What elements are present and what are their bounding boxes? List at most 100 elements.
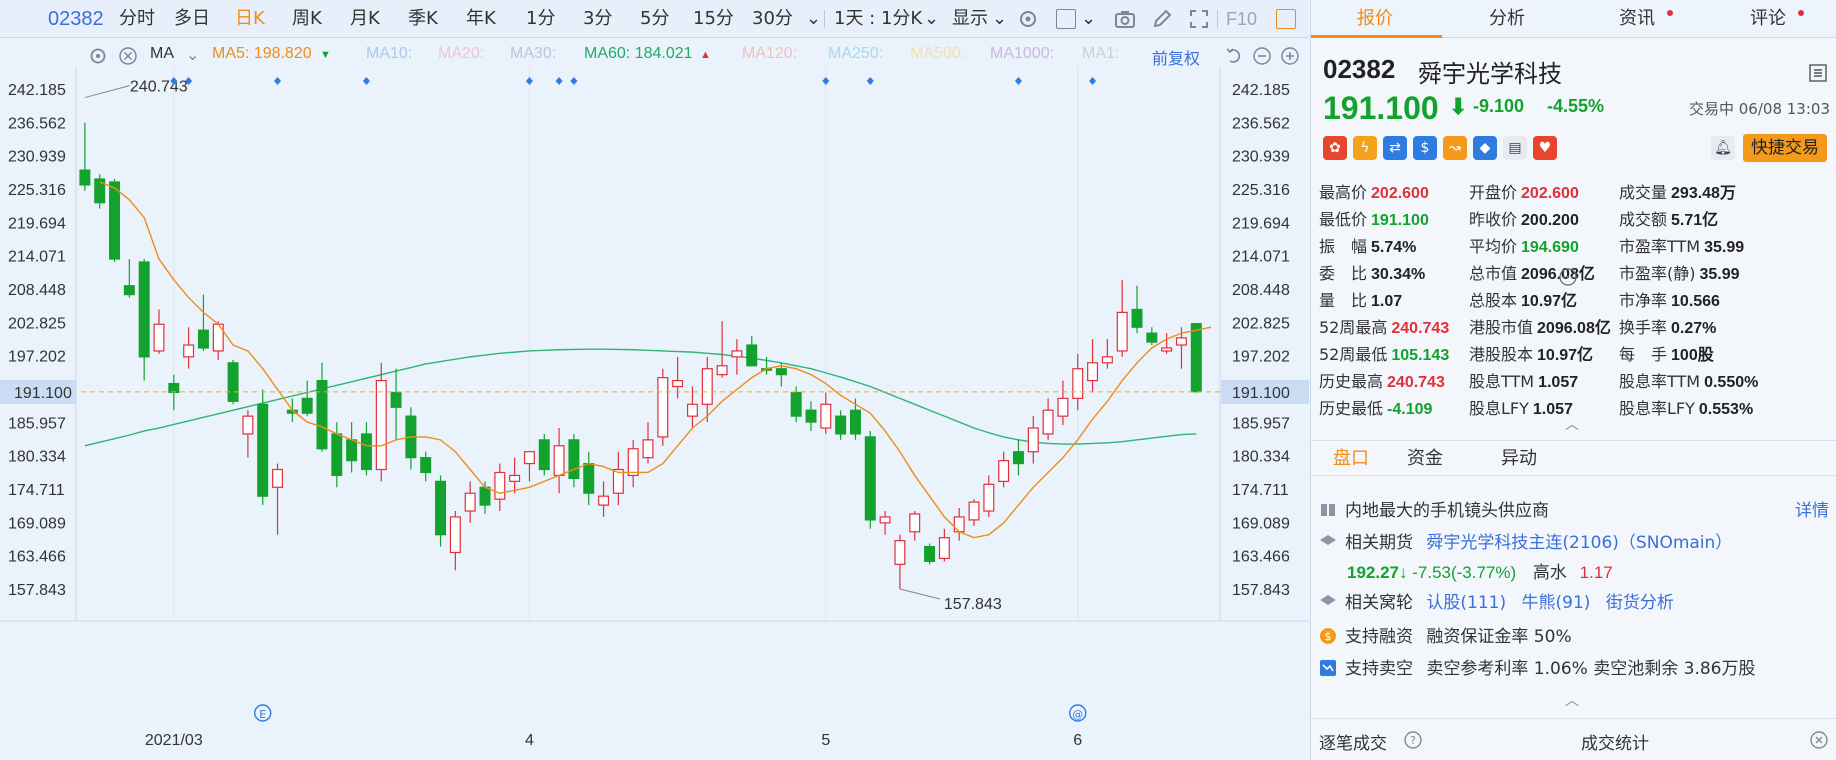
- candle-body: [849, 409, 861, 435]
- y-tick-label-right: 219.694: [1232, 215, 1290, 232]
- svg-text:$: $: [1325, 630, 1332, 643]
- tab-week-k[interactable]: 周K: [292, 8, 322, 29]
- tab-1min[interactable]: 1分: [526, 8, 556, 29]
- layers-icon: [1320, 595, 1336, 605]
- event-circle-icon: [254, 704, 272, 722]
- y-tick-label-left: 214.071: [8, 249, 66, 266]
- quick-trade-button[interactable]: 快捷交易: [1743, 134, 1827, 162]
- candle-body: [390, 391, 402, 408]
- tab-quarter-k[interactable]: 季K: [408, 8, 438, 29]
- candle-down: [435, 475, 447, 547]
- subtab-capital[interactable]: 资金: [1407, 448, 1443, 469]
- y-axis: 242.185 242.185 236.562 236.562 230.939 230.9…: [0, 82, 1309, 599]
- warrant-cbbc-link[interactable]: 牛熊(91): [1521, 593, 1591, 613]
- event-circle-glyph: E: [259, 708, 266, 721]
- subtab-unusual[interactable]: 异动: [1501, 448, 1537, 469]
- zoom-in-icon[interactable]: [1280, 46, 1300, 66]
- event-circle-glyph: @: [1072, 708, 1083, 721]
- bookmark-icon[interactable]: ▤: [1503, 136, 1527, 160]
- candle-up: [820, 392, 832, 434]
- warrant-call-link[interactable]: 认股(111): [1426, 593, 1507, 613]
- more-icon[interactable]: [1559, 268, 1577, 286]
- checkbox-icon[interactable]: [1056, 9, 1076, 29]
- quote-label: 股息TTM: [1469, 372, 1535, 391]
- candle-up: [968, 499, 980, 526]
- tab-timeshare[interactable]: 分时: [119, 8, 155, 29]
- tab-comments[interactable]: 评论: [1750, 8, 1786, 29]
- candle-body: [123, 285, 135, 296]
- menu-icon[interactable]: [1809, 64, 1827, 82]
- subtab-orderbook[interactable]: 盘口: [1333, 448, 1369, 469]
- dollar-icon[interactable]: $: [1413, 136, 1437, 160]
- f10-button[interactable]: F10: [1226, 9, 1258, 29]
- tab-news[interactable]: 资讯: [1619, 8, 1655, 29]
- futures-link[interactable]: 舜宇光学科技主连(2106)（SNOmain）: [1426, 533, 1733, 553]
- heart-icon[interactable]: ♥: [1533, 136, 1557, 160]
- y-tick-label-left: 236.562: [8, 115, 66, 132]
- shuffle-icon[interactable]: ⇄: [1383, 136, 1407, 160]
- hk-flag-icon[interactable]: ✿: [1323, 136, 1347, 160]
- close-icon[interactable]: [118, 46, 138, 66]
- tag-icon[interactable]: ◆: [1473, 136, 1497, 160]
- y-tick-label-right: 174.711: [1232, 482, 1289, 499]
- detail-link[interactable]: 详情: [1795, 501, 1829, 521]
- quote-cell: 市盈率TTM 35.99: [1619, 233, 1744, 257]
- candle-body: [686, 403, 698, 417]
- candle-body: [375, 379, 387, 471]
- interval-select[interactable]: 1天 : 1分K: [834, 8, 923, 29]
- close-icon[interactable]: [1809, 730, 1829, 750]
- expand-icon[interactable]: [1188, 8, 1210, 30]
- chevron-down-icon[interactable]: ⌄: [992, 8, 1008, 29]
- collapse-icon[interactable]: ︿: [1565, 693, 1579, 709]
- tab-15min[interactable]: 15分: [693, 8, 734, 29]
- display-menu[interactable]: 显示: [952, 8, 988, 29]
- tab-year-k[interactable]: 年K: [466, 8, 496, 29]
- y-tick-label-left: 169.089: [8, 515, 66, 532]
- quote-value: 1.07: [1371, 293, 1403, 310]
- quote-value: 0.550%: [1704, 374, 1759, 391]
- ma-selector[interactable]: MA: [150, 45, 174, 62]
- chevron-down-icon[interactable]: ⌄: [924, 8, 940, 29]
- high-marker-label: 240.743: [130, 79, 188, 96]
- tab-analysis[interactable]: 分析: [1489, 8, 1525, 29]
- collapse-icon[interactable]: ︿: [1565, 417, 1579, 433]
- chart-background: [0, 39, 1309, 760]
- quote-label: 市盈率TTM: [1619, 237, 1701, 256]
- tab-month-k[interactable]: 月K: [350, 8, 380, 29]
- kline-canvas[interactable]: 242.185 242.185 236.562 236.562 230.939 230.9…: [0, 39, 1309, 760]
- chevron-down-icon[interactable]: ⌄: [186, 47, 200, 64]
- candle-body: [835, 415, 847, 435]
- quote-label: 最低价: [1319, 210, 1368, 229]
- trade-stats-tab[interactable]: 成交统计: [1581, 734, 1649, 754]
- kline-chart[interactable]: 242.185 242.185 236.562 236.562 230.939 230.9…: [0, 39, 1309, 760]
- ma120-label: MA120:: [742, 45, 798, 62]
- ma5-label: MA5: 198.820: [212, 45, 312, 62]
- adjust-forward-button[interactable]: 前复权: [1152, 51, 1201, 68]
- chevron-down-icon[interactable]: ⌄: [806, 8, 822, 29]
- tab-quote[interactable]: 报价: [1357, 8, 1393, 29]
- tab-3min[interactable]: 3分: [583, 8, 613, 29]
- last-price-label-right: 191.100: [1232, 385, 1290, 402]
- candle-down: [1012, 439, 1024, 476]
- help-icon[interactable]: ?: [1403, 730, 1423, 750]
- pencil-icon[interactable]: [1151, 8, 1173, 30]
- gear-icon[interactable]: [1017, 8, 1039, 30]
- candle-up: [1042, 398, 1054, 440]
- tab-5min[interactable]: 5分: [640, 8, 670, 29]
- chevron-down-icon[interactable]: ⌄: [1081, 8, 1097, 29]
- gear-icon[interactable]: [88, 46, 108, 66]
- warrant-analysis-link[interactable]: 街货分析: [1605, 593, 1674, 613]
- tab-30min[interactable]: 30分: [752, 8, 793, 29]
- undo-icon[interactable]: [1224, 46, 1244, 66]
- zoom-out-icon[interactable]: [1252, 46, 1272, 66]
- panel-toggle-icon[interactable]: [1276, 9, 1296, 29]
- toolbar-stock-code[interactable]: 02382: [48, 8, 104, 30]
- trend-icon[interactable]: ↝: [1443, 136, 1467, 160]
- tab-multiday[interactable]: 多日: [174, 8, 210, 29]
- tab-day-k[interactable]: 日K: [235, 8, 265, 29]
- quote-cell: 市净率 10.566: [1619, 287, 1720, 311]
- camera-icon[interactable]: [1114, 8, 1136, 30]
- tick-trades-tab[interactable]: 逐笔成交: [1319, 734, 1387, 754]
- lightning-icon[interactable]: ϟ: [1353, 136, 1377, 160]
- bell-icon[interactable]: 🔔︎: [1711, 136, 1735, 160]
